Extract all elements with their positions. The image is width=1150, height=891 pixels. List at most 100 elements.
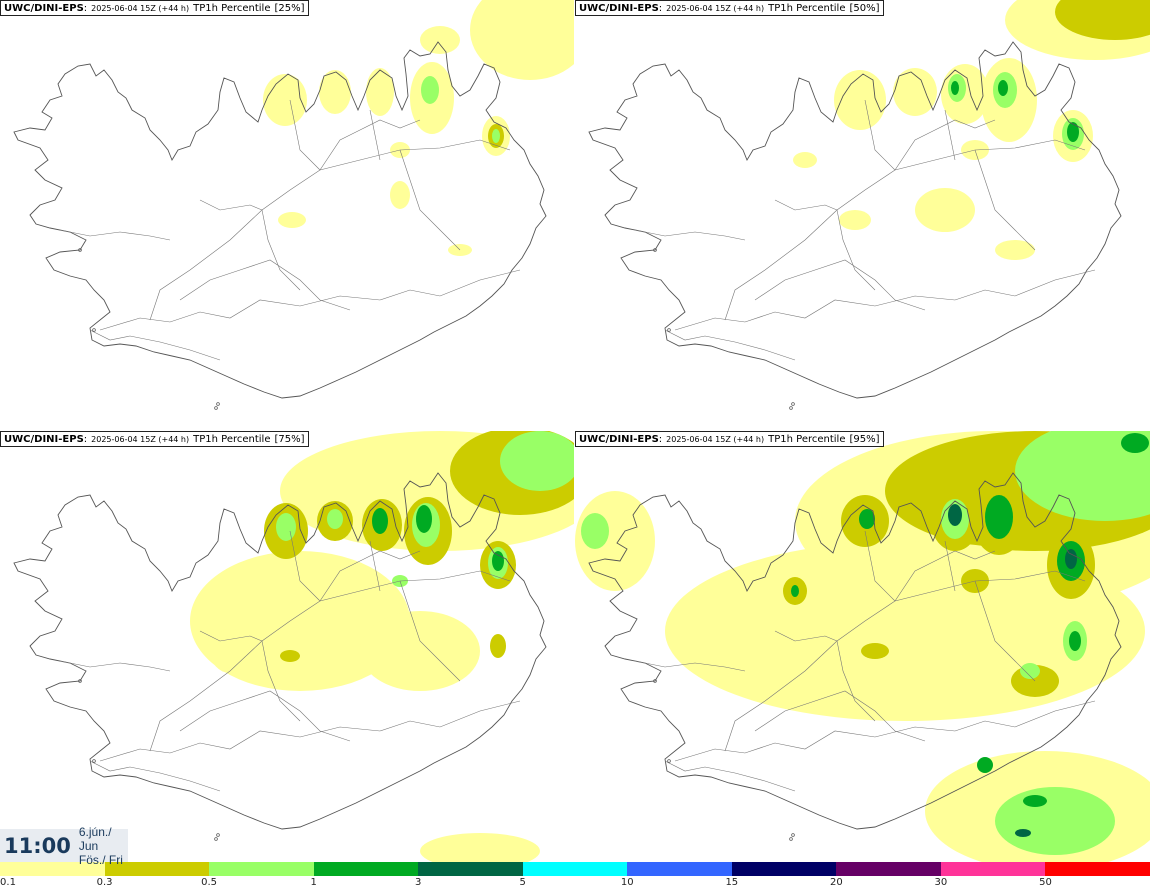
road-line xyxy=(664,329,796,361)
precip-area xyxy=(420,26,460,54)
precip-area xyxy=(319,70,351,114)
precip-area xyxy=(470,0,575,80)
small-island xyxy=(92,759,96,763)
road-line xyxy=(724,139,1086,321)
precip-map-75 xyxy=(13,431,575,862)
valid-time-box: 11:00 6.jún./ Jun Fös./ Fri xyxy=(0,825,128,867)
precip-area xyxy=(276,513,296,541)
small-island xyxy=(92,328,96,332)
road-line xyxy=(179,690,351,742)
road-line xyxy=(89,760,221,792)
parameter-name: TP1h Percentile xyxy=(193,433,271,445)
valid-time-clock: 11:00 xyxy=(4,833,71,858)
road-line xyxy=(369,109,381,161)
precip-area xyxy=(893,68,937,116)
panel-header: UWC/DINI-EPS 2025-06-04 15Z (+44 h) TP1h… xyxy=(0,431,309,447)
map-panel-95: UWC/DINI-EPS 2025-06-04 15Z (+44 h) TP1h… xyxy=(575,431,1150,862)
coastline xyxy=(13,41,547,399)
precip-area xyxy=(1067,122,1079,142)
small-island xyxy=(789,837,793,841)
colorbar-segment xyxy=(0,862,105,876)
road-line xyxy=(774,199,838,211)
precip-area xyxy=(1065,549,1077,569)
road-line xyxy=(199,199,263,211)
road-line xyxy=(399,149,461,251)
precip-area xyxy=(278,212,306,228)
road-line xyxy=(179,259,351,311)
precip-area xyxy=(1023,795,1047,807)
model-name: UWC/DINI-EPS xyxy=(4,434,87,445)
precip-area xyxy=(834,70,886,130)
map-panel-25: UWC/DINI-EPS 2025-06-04 15Z (+44 h) TP1h… xyxy=(0,0,575,431)
road-line xyxy=(261,209,301,291)
colorbar-segment xyxy=(313,862,419,876)
precip-area xyxy=(492,551,504,571)
road-line xyxy=(399,580,461,682)
road-line xyxy=(754,690,926,742)
precip-area xyxy=(1015,431,1150,521)
road-line xyxy=(894,550,996,602)
road-line xyxy=(319,550,421,602)
parameter-name: TP1h Percentile xyxy=(768,2,846,14)
precip-area xyxy=(1015,829,1031,837)
small-island xyxy=(216,402,220,406)
colorbar-tick-label: 50 xyxy=(1039,877,1052,888)
run-time: 2025-06-04 15Z (+44 h) xyxy=(666,434,765,444)
precip-area xyxy=(995,240,1035,260)
colorbar-tick-label: 3 xyxy=(414,877,422,888)
colorbar-tick-label: 0.3 xyxy=(96,877,113,888)
precip-fields xyxy=(793,0,1150,260)
small-island xyxy=(667,328,671,332)
colorbar-tick-label: 30 xyxy=(934,877,948,888)
precip-area xyxy=(416,505,432,533)
map-panel-75: UWC/DINI-EPS 2025-06-04 15Z (+44 h) TP1h… xyxy=(0,431,575,862)
colorbar-tick-label: 5 xyxy=(519,877,526,888)
precip-area xyxy=(490,634,506,658)
road-line xyxy=(864,99,896,171)
road-line xyxy=(99,700,521,762)
precip-area xyxy=(951,81,959,95)
precip-fields xyxy=(190,431,575,862)
road-line xyxy=(634,660,746,672)
colorbar-tick-label: 10 xyxy=(620,877,634,888)
road-line xyxy=(634,229,746,241)
precip-area xyxy=(859,509,875,529)
road-line xyxy=(864,530,896,602)
precip-area xyxy=(421,76,439,104)
small-island xyxy=(791,833,795,837)
road-line xyxy=(974,580,1036,682)
valid-date-line-2: Fös./ Fri xyxy=(78,852,123,867)
road-line xyxy=(664,760,796,792)
model-name: UWC/DINI-EPS xyxy=(579,3,662,14)
panel-divider xyxy=(574,0,575,862)
map-panel-50: UWC/DINI-EPS 2025-06-04 15Z (+44 h) TP1h… xyxy=(575,0,1150,431)
precip-area xyxy=(915,188,975,232)
precip-area xyxy=(372,508,388,534)
percentile-value: 25% xyxy=(274,3,304,14)
precip-area xyxy=(998,80,1008,96)
run-time: 2025-06-04 15Z (+44 h) xyxy=(91,3,190,13)
colorbar-segment xyxy=(418,862,523,876)
small-island xyxy=(216,833,220,837)
model-name: UWC/DINI-EPS xyxy=(4,3,87,14)
precip-map-50 xyxy=(588,0,1150,410)
small-island xyxy=(653,248,657,252)
parameter-name: TP1h Percentile xyxy=(768,433,846,445)
precip-area xyxy=(366,68,394,116)
road-line xyxy=(836,209,876,291)
road-line xyxy=(149,139,511,321)
small-island xyxy=(789,406,793,410)
precip-area xyxy=(985,495,1013,539)
precip-area xyxy=(1121,433,1149,453)
percentile-value: 50% xyxy=(849,3,879,14)
road-line xyxy=(754,259,926,311)
coastline xyxy=(588,472,1122,830)
run-time: 2025-06-04 15Z (+44 h) xyxy=(91,434,190,444)
coastline xyxy=(13,472,547,830)
road-line xyxy=(724,570,1086,752)
precip-area xyxy=(1069,631,1081,651)
precip-fields xyxy=(263,0,575,256)
colorbar-tick-label: 0.5 xyxy=(201,877,218,888)
road-line xyxy=(369,540,381,592)
colorbar-tick-label: 1 xyxy=(310,877,317,888)
